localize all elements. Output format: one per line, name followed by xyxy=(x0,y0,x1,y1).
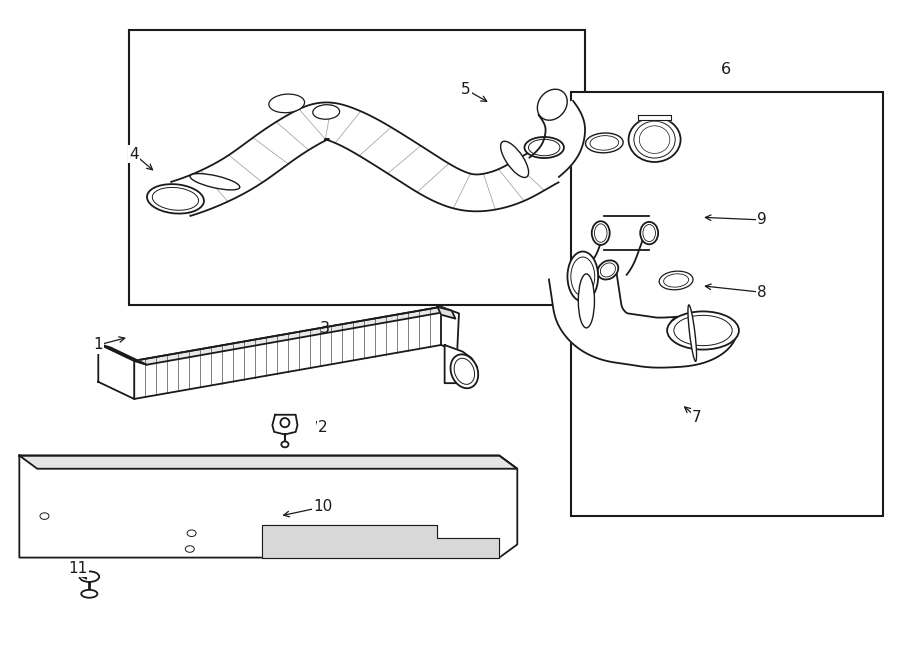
Polygon shape xyxy=(19,455,518,469)
Ellipse shape xyxy=(634,121,675,158)
Ellipse shape xyxy=(639,126,670,153)
Ellipse shape xyxy=(281,418,290,427)
Ellipse shape xyxy=(147,184,204,214)
Ellipse shape xyxy=(586,133,623,153)
Ellipse shape xyxy=(269,94,304,113)
Ellipse shape xyxy=(567,252,598,301)
Ellipse shape xyxy=(590,136,618,150)
Text: 8: 8 xyxy=(758,285,767,300)
Ellipse shape xyxy=(600,263,616,277)
Polygon shape xyxy=(262,525,500,558)
Ellipse shape xyxy=(595,224,607,243)
Polygon shape xyxy=(273,414,298,434)
Ellipse shape xyxy=(81,590,97,598)
Polygon shape xyxy=(98,344,134,399)
Text: 1: 1 xyxy=(94,338,104,352)
Ellipse shape xyxy=(451,354,478,388)
Text: 3: 3 xyxy=(320,321,329,336)
Ellipse shape xyxy=(525,137,564,158)
Ellipse shape xyxy=(79,571,99,582)
Ellipse shape xyxy=(659,271,693,290)
Ellipse shape xyxy=(688,305,697,362)
Ellipse shape xyxy=(40,513,49,520)
Ellipse shape xyxy=(500,141,528,177)
Polygon shape xyxy=(549,274,736,368)
Ellipse shape xyxy=(454,358,474,384)
Ellipse shape xyxy=(592,221,609,245)
Text: 7: 7 xyxy=(692,410,701,425)
Ellipse shape xyxy=(640,222,658,245)
Ellipse shape xyxy=(628,117,680,162)
Text: 4: 4 xyxy=(130,147,139,161)
Ellipse shape xyxy=(187,530,196,537)
Polygon shape xyxy=(593,229,644,275)
Ellipse shape xyxy=(190,174,239,190)
Bar xyxy=(572,92,884,516)
Ellipse shape xyxy=(528,139,560,156)
Polygon shape xyxy=(437,307,455,319)
Ellipse shape xyxy=(643,225,655,242)
Ellipse shape xyxy=(598,260,618,280)
Ellipse shape xyxy=(312,104,339,119)
Polygon shape xyxy=(445,345,477,383)
Polygon shape xyxy=(134,307,452,365)
Polygon shape xyxy=(638,114,670,120)
Ellipse shape xyxy=(674,315,733,346)
Ellipse shape xyxy=(571,257,595,296)
Ellipse shape xyxy=(152,188,199,210)
Ellipse shape xyxy=(185,546,194,553)
Polygon shape xyxy=(19,455,518,558)
Bar xyxy=(129,30,585,305)
Text: 9: 9 xyxy=(758,212,767,227)
Polygon shape xyxy=(134,307,441,399)
Ellipse shape xyxy=(537,89,567,120)
Ellipse shape xyxy=(539,91,565,118)
Ellipse shape xyxy=(579,274,595,328)
Text: 11: 11 xyxy=(68,561,87,576)
Text: 2: 2 xyxy=(318,420,328,436)
Polygon shape xyxy=(604,216,649,251)
Polygon shape xyxy=(441,307,459,352)
Ellipse shape xyxy=(667,311,739,350)
Polygon shape xyxy=(171,102,559,216)
Polygon shape xyxy=(529,101,585,177)
Text: 5: 5 xyxy=(462,82,471,97)
Ellipse shape xyxy=(663,274,688,287)
Polygon shape xyxy=(98,344,147,365)
Text: 10: 10 xyxy=(313,500,332,514)
Text: 6: 6 xyxy=(721,62,732,77)
Ellipse shape xyxy=(282,442,289,447)
Ellipse shape xyxy=(543,94,562,116)
